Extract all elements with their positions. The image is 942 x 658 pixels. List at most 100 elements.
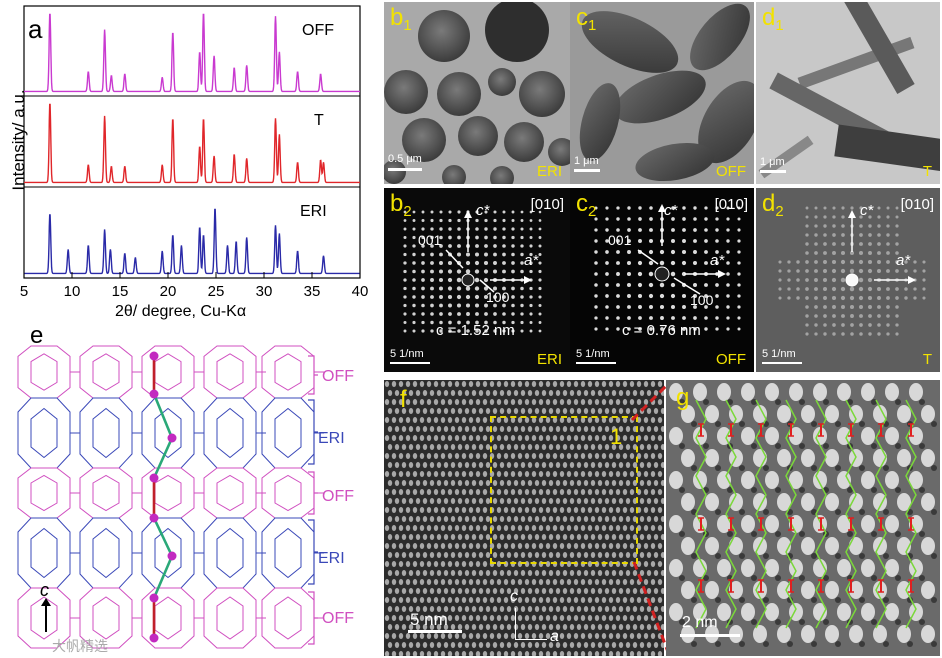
channel-dark [835, 553, 841, 559]
lattice-spot [587, 597, 593, 603]
f-lattice-image [384, 381, 664, 656]
lattice-spot [387, 624, 393, 630]
diffraction-spot [493, 244, 497, 248]
lattice-spot [478, 588, 484, 594]
a-star-b2: a* [524, 252, 539, 269]
lattice-spot [566, 453, 572, 459]
diffraction-spot [438, 286, 444, 291]
diffraction-spot [520, 286, 524, 291]
channel-dark [799, 399, 805, 405]
diffraction-spot [627, 217, 631, 221]
lattice-spot [454, 633, 460, 639]
framework-cage-inner [274, 527, 302, 579]
diffraction-spot [493, 218, 497, 223]
lattice-spot [475, 633, 481, 639]
diffraction-spot [475, 227, 479, 231]
diffraction-spot [511, 218, 515, 223]
atom-column [741, 603, 755, 621]
atom-column [909, 471, 923, 489]
lattice-spot [531, 507, 537, 513]
lattice-spot [513, 444, 519, 450]
lattice-spot [443, 642, 449, 648]
diffraction-spot [850, 323, 854, 327]
lattice-spot [534, 642, 540, 648]
lattice-spot [601, 651, 607, 656]
diffraction-spot [421, 252, 425, 257]
diffraction-spot [520, 303, 524, 308]
diffraction-spot [737, 261, 741, 265]
lattice-spot [657, 579, 663, 585]
atom-column [777, 625, 791, 643]
lattice-spot [408, 642, 414, 648]
diffraction-spot [627, 239, 631, 243]
lattice-spot [555, 444, 561, 450]
diffraction-spot [823, 233, 827, 237]
lattice-spot [457, 516, 463, 522]
lattice-spot [391, 399, 397, 405]
diffraction-spot [648, 238, 654, 244]
lattice-spot [587, 525, 593, 531]
diffraction-spot [447, 286, 453, 291]
lattice-spot [475, 471, 481, 477]
lattice-spot [503, 453, 509, 459]
lattice-spot [555, 588, 561, 594]
lattice-spot [426, 507, 432, 513]
diffraction-spot [876, 286, 882, 292]
diffraction-spot [849, 295, 855, 301]
lattice-spot [646, 534, 652, 540]
lattice-spot [398, 381, 404, 387]
lattice-spot [569, 534, 575, 540]
diffraction-spot [616, 327, 620, 331]
lattice-spot [604, 570, 610, 576]
diffraction-spot [681, 293, 687, 299]
diffraction-spot [627, 206, 631, 210]
lattice-spot [450, 552, 456, 558]
lattice-spot [552, 399, 558, 405]
lattice-spot [548, 408, 554, 414]
diffraction-spot [877, 323, 881, 327]
atom-column [837, 471, 851, 489]
lattice-spot [538, 525, 544, 531]
diffraction-spot [475, 218, 479, 223]
lattice-spot [650, 417, 656, 423]
lattice-spot [625, 624, 631, 630]
lattice-spot [394, 426, 400, 432]
lattice-spot [615, 579, 621, 585]
lattice-spot [576, 462, 582, 468]
lattice-spot [548, 516, 554, 522]
lattice-spot [457, 498, 463, 504]
lattice-spot [548, 426, 554, 432]
lattice-spot [457, 390, 463, 396]
lattice-spot [576, 498, 582, 504]
lattice-spot [569, 588, 575, 594]
lattice-spot [513, 480, 519, 486]
lattice-spot [443, 426, 449, 432]
diffraction-spot [858, 277, 864, 283]
lattice-spot [594, 597, 600, 603]
lattice-spot [506, 570, 512, 576]
lattice-spot [548, 480, 554, 486]
diffraction-spot [840, 277, 846, 283]
xrd-y-axis-label: Intensity/ a.u. [9, 89, 28, 191]
diffraction-spot [538, 312, 542, 316]
lattice-spot [566, 651, 572, 656]
channel-dark [835, 421, 841, 427]
lattice-spot [401, 552, 407, 558]
lattice-spot [398, 399, 404, 405]
lattice-spot [391, 381, 397, 387]
atom-column [885, 471, 899, 489]
lattice-spot [559, 417, 565, 423]
lattice-spot [464, 480, 470, 486]
channel-dark [883, 597, 889, 603]
diffraction-spot [403, 227, 407, 231]
lattice-spot [405, 381, 411, 387]
diffraction-spot [693, 206, 697, 210]
reflection-100-b2: 100 [486, 289, 510, 305]
lattice-spot [660, 588, 664, 594]
diffraction-spot [841, 323, 845, 327]
lattice-spot [415, 426, 421, 432]
lattice-spot [566, 471, 572, 477]
lattice-spot [580, 525, 586, 531]
atom-column [801, 581, 815, 599]
stack-label-eri-2: ERI [318, 550, 345, 567]
